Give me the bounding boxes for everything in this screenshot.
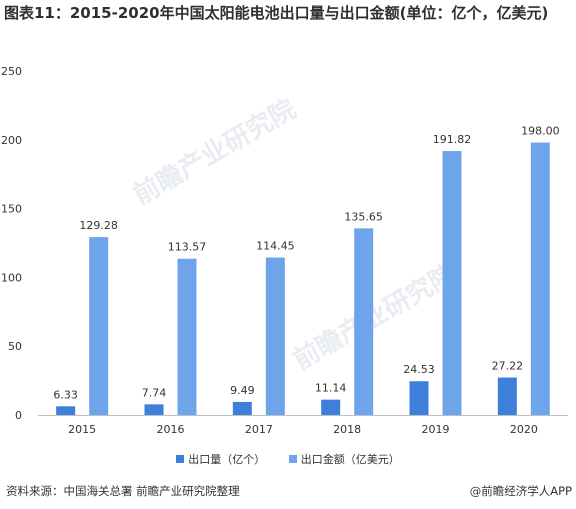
x-tick-label: 2020	[510, 423, 538, 436]
data-label-value: 129.28	[79, 219, 118, 232]
legend-swatch-value	[288, 455, 297, 463]
x-tick-label: 2016	[157, 423, 185, 436]
x-tick-label: 2017	[245, 423, 273, 436]
data-label-volume: 6.33	[53, 388, 78, 401]
y-tick-label: 0	[15, 409, 22, 422]
bar-value	[265, 257, 285, 415]
x-tick-label: 2019	[422, 423, 450, 436]
data-label-value: 113.57	[168, 241, 207, 254]
x-tick-label: 2018	[333, 423, 361, 436]
data-label-volume: 9.49	[230, 384, 255, 397]
data-label-volume: 7.74	[142, 386, 167, 399]
legend-swatch-volume	[176, 455, 185, 463]
bar-volume	[56, 406, 76, 415]
x-tick-label: 2015	[68, 423, 96, 436]
data-label-value: 114.45	[256, 240, 295, 253]
data-label-value: 191.82	[433, 133, 472, 146]
y-tick-label: 250	[1, 65, 22, 78]
bar-volume	[409, 381, 429, 415]
legend-item-value: 出口金额（亿美元）	[288, 451, 400, 467]
data-label-value: 135.65	[344, 210, 383, 223]
bar-volume	[497, 377, 517, 415]
watermark-text: 前瞻产业研究院	[288, 258, 461, 376]
bar-value	[442, 151, 462, 416]
y-tick-label: 150	[1, 203, 22, 216]
y-tick-label: 50	[8, 340, 22, 353]
bar-value	[177, 258, 197, 415]
bar-volume	[144, 404, 164, 415]
source-note: 资料来源：中国海关总署 前瞻产业研究院整理	[6, 484, 240, 498]
bar-volume	[321, 399, 341, 415]
legend-label-volume: 出口量（亿个）	[188, 453, 266, 466]
legend-label-value: 出口金额（亿美元）	[300, 453, 400, 466]
bar-volume	[232, 401, 252, 415]
brand-credit: @前瞻经济学人APP	[469, 484, 572, 498]
legend-item-volume: 出口量（亿个）	[176, 451, 265, 467]
chart-title: 图表11：2015-2020年中国太阳能电池出口量与出口金额(单位：亿个，亿美元…	[4, 4, 549, 22]
y-tick-label: 200	[1, 134, 22, 147]
bar-value	[530, 142, 550, 415]
data-label-value: 198.00	[521, 125, 560, 138]
y-tick-label: 100	[1, 271, 22, 284]
watermark-text: 前瞻产业研究院	[128, 93, 301, 211]
bar-value	[89, 237, 109, 415]
data-label-volume: 24.53	[403, 363, 435, 376]
bar-value	[354, 228, 374, 415]
data-label-volume: 27.22	[492, 360, 524, 373]
legend: 出口量（亿个） 出口金额（亿美元）	[0, 451, 576, 467]
data-label-volume: 11.14	[315, 382, 347, 395]
